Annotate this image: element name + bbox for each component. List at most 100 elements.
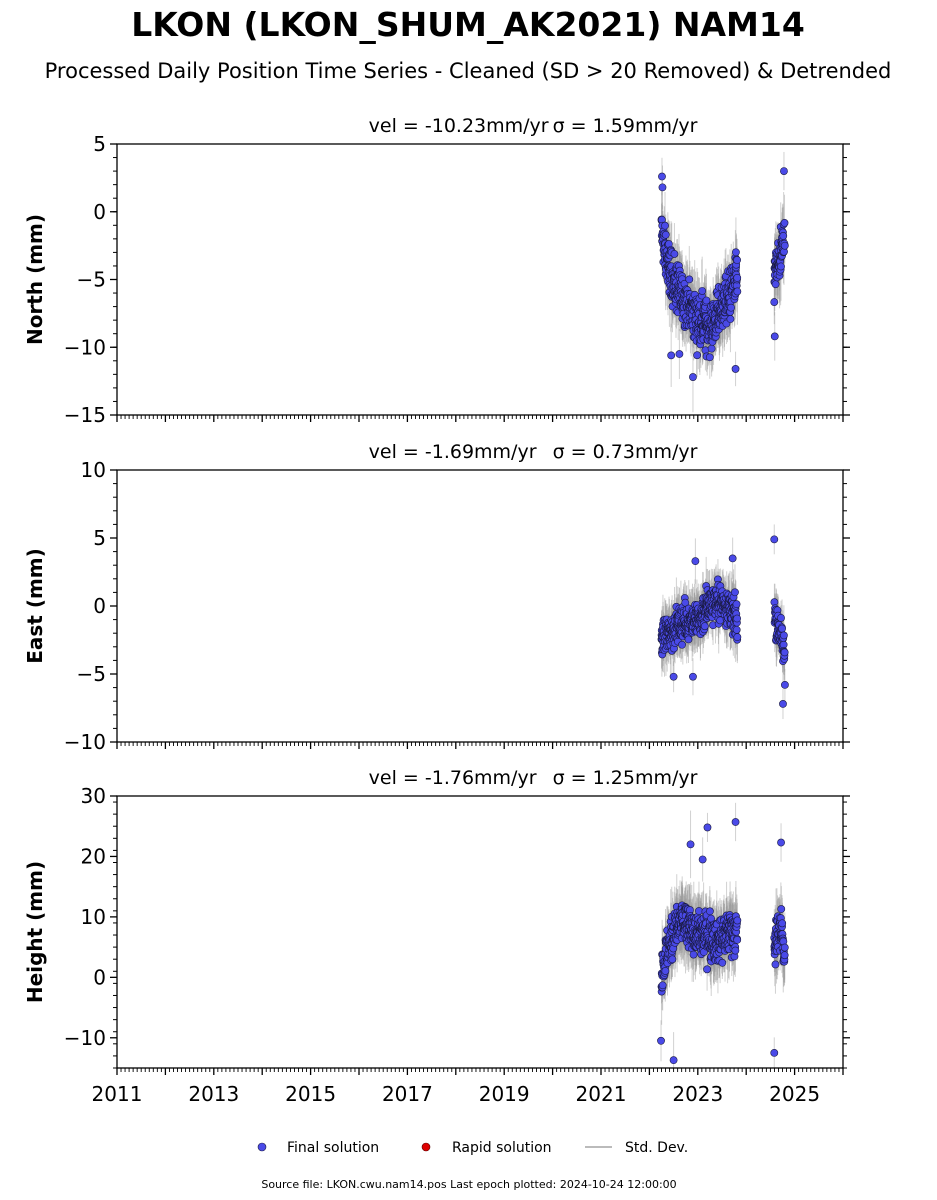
final-solution-point: [770, 535, 779, 544]
final-solution-point: [780, 951, 789, 960]
final-solution-point: [777, 262, 785, 271]
final-solution-point: [731, 818, 740, 826]
final-solution-point: [678, 640, 686, 649]
final-solution-point: [698, 287, 707, 295]
panel-height: vel = -1.76mm/yr σ = 1.25mm/yr Height (mm)…: [23, 767, 850, 1106]
y-tick-label: 5: [93, 526, 106, 550]
panel-east: vel = -1.69mm/yr σ = 0.73mm/yr East (mm) 10…: [23, 441, 850, 754]
final-solution-point: [780, 219, 789, 227]
final-solution-point: [770, 1048, 779, 1057]
final-solution-point: [779, 631, 788, 640]
final-solution-point: [667, 351, 676, 360]
y-tick-label: 30: [81, 784, 106, 808]
final-solution-point: [780, 167, 788, 175]
panel-title-vel: vel = -1.69mm/yr: [369, 441, 537, 463]
final-solution-point: [779, 232, 788, 240]
x-tick-label: 2013: [188, 1082, 239, 1106]
panel-title-sigma: σ = 1.25mm/yr: [553, 767, 698, 789]
final-solution-point: [731, 588, 739, 597]
final-solution-point: [670, 250, 679, 258]
final-solution-point: [733, 614, 741, 623]
final-solution-point: [691, 557, 700, 566]
final-solution-point: [771, 280, 780, 289]
legend-rapid-marker: [421, 1142, 431, 1152]
final-solution-point: [703, 823, 712, 832]
final-solution-point: [686, 840, 695, 849]
final-solution-point: [661, 221, 669, 230]
x-tick-label: 2017: [382, 1082, 433, 1106]
final-solution-point: [771, 960, 780, 969]
legend-final-marker: [257, 1142, 267, 1152]
source-footer: Source file: LKON.cwu.nam14.pos Last epo…: [261, 1178, 676, 1191]
final-solution-point: [702, 296, 711, 305]
y-tick-label: 5: [93, 132, 106, 156]
final-solution-point: [732, 600, 741, 609]
y-tick-label: 10: [81, 458, 106, 482]
y-tick-label: −10: [64, 730, 106, 754]
final-solution-point: [780, 241, 789, 250]
y-tick-label: 0: [93, 594, 106, 618]
final-solution-point: [728, 554, 737, 563]
final-solution-point: [705, 353, 714, 362]
legend: Final solution Rapid solution Std. Dev.: [257, 1140, 688, 1156]
final-solution-point: [698, 855, 707, 864]
final-solution-point: [781, 680, 789, 689]
final-solution-point: [770, 332, 779, 341]
final-solution-point: [726, 315, 735, 323]
figure-title: LKON (LKON_SHUM_AK2021) NAM14: [131, 5, 805, 44]
final-solution-point: [658, 981, 667, 990]
final-solution-point: [778, 919, 787, 928]
final-solution-point: [684, 635, 693, 644]
final-solution-point: [780, 648, 789, 657]
final-solution-point: [661, 230, 670, 239]
panel-title-vel: vel = -1.76mm/yr: [369, 767, 537, 789]
x-tick-label: 2025: [769, 1082, 820, 1106]
y-tick-label: −10: [64, 1026, 106, 1050]
final-solution-point: [693, 351, 702, 360]
final-solution-point: [700, 622, 709, 631]
y-tick-label: 10: [81, 905, 106, 929]
final-solution-point: [733, 935, 742, 944]
final-solution-point: [733, 633, 742, 642]
y-tick-label: 0: [93, 965, 106, 989]
panel-title-vel: vel = -10.23mm/yr: [369, 115, 549, 137]
y-tick-label: −10: [64, 335, 106, 359]
y-tick-label: 20: [81, 844, 106, 868]
final-solution-point: [732, 625, 741, 634]
y-tick-label: −15: [64, 403, 106, 427]
y-tick-label: 0: [93, 200, 106, 224]
final-solution-point: [780, 943, 789, 952]
final-solution-point: [689, 950, 698, 959]
final-solution-point: [669, 672, 678, 681]
final-solution-point: [668, 955, 677, 964]
x-tick-label: 2021: [576, 1082, 627, 1106]
final-solution-point: [658, 172, 666, 181]
final-solution-point: [779, 700, 787, 708]
final-solution-point: [718, 958, 727, 967]
final-solution-point: [733, 916, 742, 925]
data-layer: [657, 524, 789, 720]
data-layer: [657, 151, 789, 413]
final-solution-point: [658, 183, 667, 192]
x-tick-label: 2011: [92, 1082, 143, 1106]
final-solution-point: [689, 672, 697, 681]
final-solution-point: [731, 946, 740, 955]
final-solution-point: [777, 838, 785, 847]
legend-std-label: Std. Dev.: [625, 1140, 688, 1156]
panels: vel = -10.23mm/yr σ = 1.59mm/yr North (mm)…: [23, 115, 850, 1106]
x-tick-label: 2015: [285, 1082, 336, 1106]
panel-title-sigma: σ = 0.73mm/yr: [553, 441, 698, 463]
final-solution-point: [657, 1036, 665, 1045]
final-solution-point: [685, 275, 694, 284]
panel-north: vel = -10.23mm/yr σ = 1.59mm/yr North (mm)…: [23, 115, 850, 427]
final-solution-point: [703, 965, 711, 974]
final-solution-point: [727, 303, 735, 312]
final-solution-point: [695, 907, 703, 915]
final-solution-point: [689, 373, 697, 381]
figure-subtitle: Processed Daily Position Time Series - C…: [45, 59, 892, 83]
final-solution-point: [732, 248, 740, 257]
data-layer: [657, 802, 789, 1068]
final-solution-point: [731, 365, 740, 373]
y-tick-label: −5: [77, 662, 106, 686]
